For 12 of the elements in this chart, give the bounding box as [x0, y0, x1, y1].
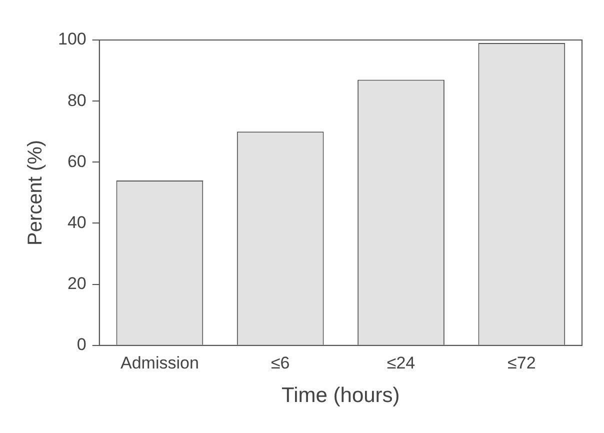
x-tick-label: Admission: [120, 353, 199, 372]
y-tick-label: 80: [67, 90, 86, 110]
y-tick-label: 100: [58, 30, 86, 49]
x-tick-label: ≤6: [270, 353, 290, 372]
x-axis-title: Time (hours): [282, 384, 400, 408]
y-tick-label: 0: [76, 335, 86, 354]
y-tick-label: 40: [67, 212, 86, 232]
x-tick-label: ≤72: [508, 353, 536, 372]
y-axis-title: Percent (%): [24, 140, 47, 246]
y-tick-label: 60: [67, 152, 86, 171]
y-tick-label: 20: [67, 274, 86, 294]
x-tick-label: ≤24: [386, 353, 416, 372]
